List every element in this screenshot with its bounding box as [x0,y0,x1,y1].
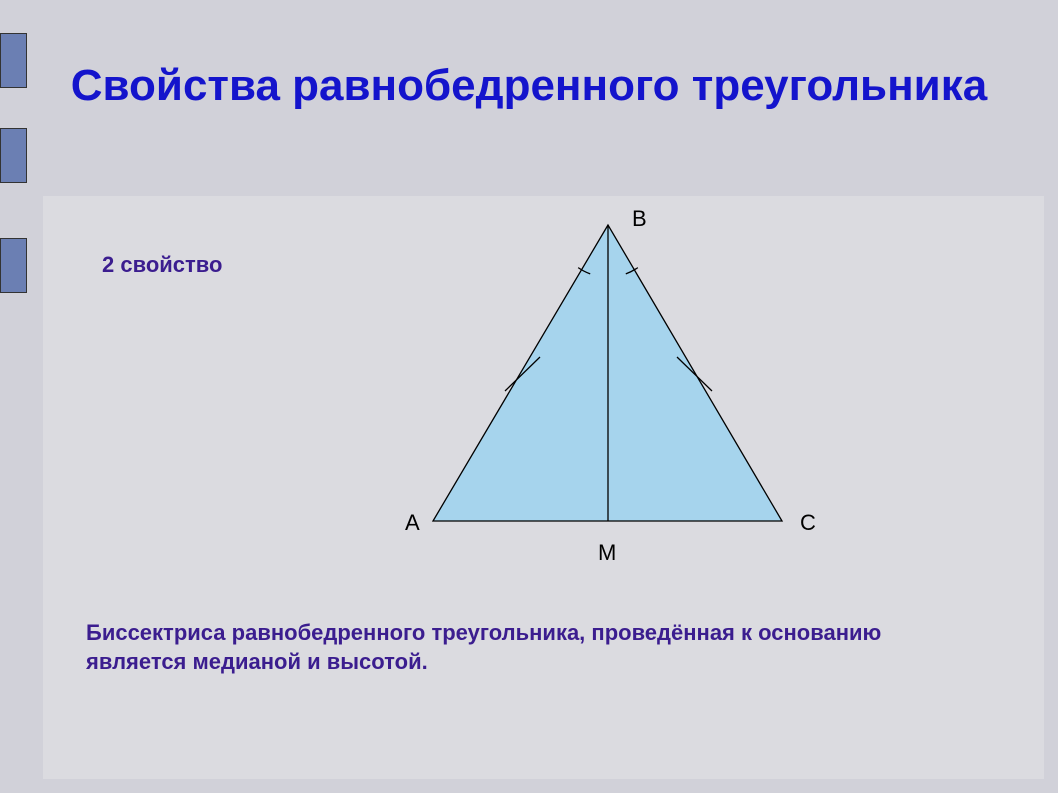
slide-subtitle: 2 свойство [102,252,222,278]
slide-title: Свойства равнобедренного треугольника [0,60,1058,113]
property-text: Биссектриса равнобедренного треугольника… [86,619,986,676]
vertex-label-m: M [598,540,616,566]
vertex-label-c: C [800,510,816,536]
triangle-diagram [400,215,810,545]
side-block-2 [0,128,27,183]
vertex-label-b: B [632,206,647,232]
side-bar [0,0,30,793]
triangle-group [433,225,782,521]
side-block-3 [0,238,27,293]
vertex-label-a: A [405,510,420,536]
